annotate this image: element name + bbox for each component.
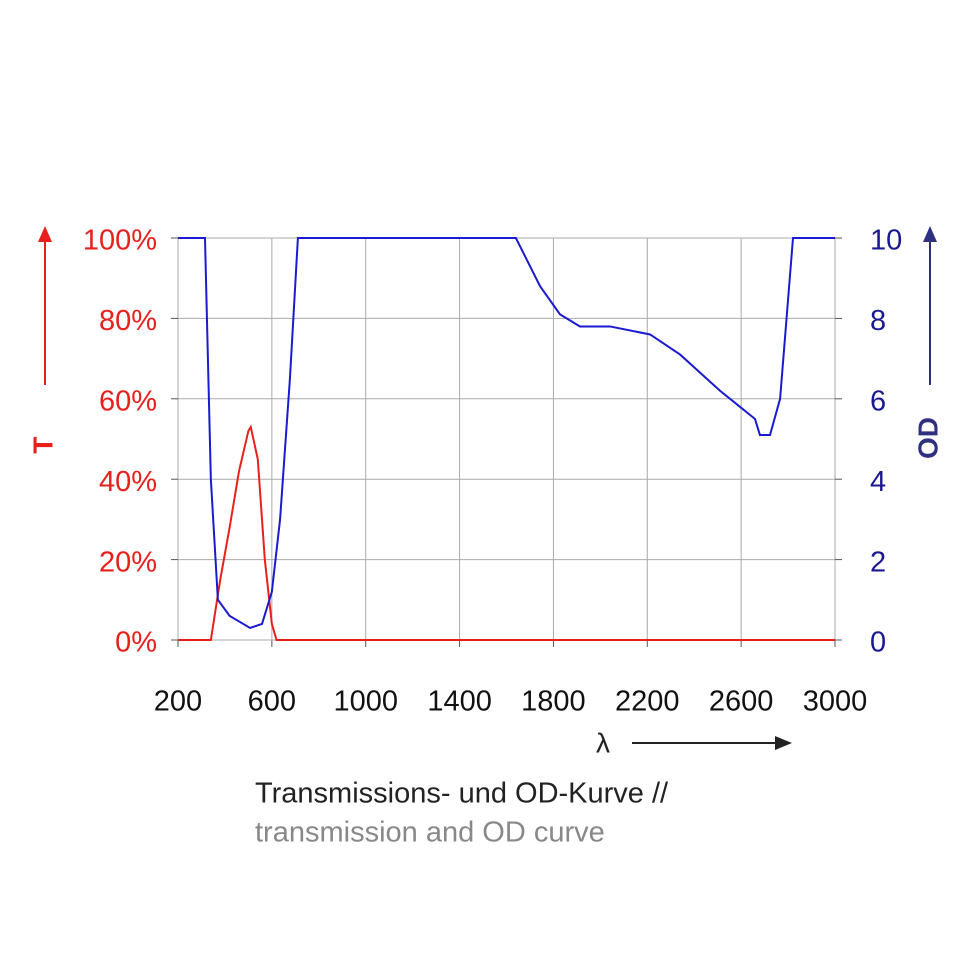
- t-axis-label: T: [27, 436, 58, 453]
- x-tick-label: 1400: [427, 686, 492, 718]
- t-axis-arrowhead: [38, 226, 52, 242]
- y-tick-label: 0%: [115, 627, 157, 659]
- x-tick-label: 1000: [333, 686, 398, 718]
- y-tick-label: 80%: [99, 305, 157, 337]
- y2-tick-label: 2: [870, 546, 886, 578]
- y2-tick-label: 8: [870, 305, 886, 337]
- y-tick-label: 60%: [99, 385, 157, 417]
- od-axis-arrowhead: [923, 226, 937, 242]
- x-axis-label: λ: [596, 727, 610, 758]
- x-tick-label: 3000: [803, 686, 868, 718]
- y2-tick-label: 4: [870, 466, 886, 498]
- y2-tick-label: 6: [870, 385, 886, 417]
- caption-line: transmission and OD curve: [255, 817, 605, 849]
- caption-line: Transmissions- und OD-Kurve //: [255, 778, 669, 810]
- x-axis-arrowhead: [775, 736, 792, 750]
- od-axis-label: OD: [912, 417, 943, 459]
- y2-tick-label: 0: [870, 627, 886, 659]
- x-tick-label: 1800: [521, 686, 586, 718]
- y2-tick-label: 10: [870, 225, 902, 257]
- x-tick-label: 2600: [709, 686, 774, 718]
- y-tick-label: 100%: [83, 225, 157, 257]
- x-tick-label: 2200: [615, 686, 680, 718]
- y-tick-label: 40%: [99, 466, 157, 498]
- series-line: [178, 424, 835, 641]
- x-tick-label: 600: [248, 686, 296, 718]
- y-tick-label: 20%: [99, 546, 157, 578]
- x-tick-label: 200: [154, 686, 202, 718]
- series-line: [178, 237, 835, 630]
